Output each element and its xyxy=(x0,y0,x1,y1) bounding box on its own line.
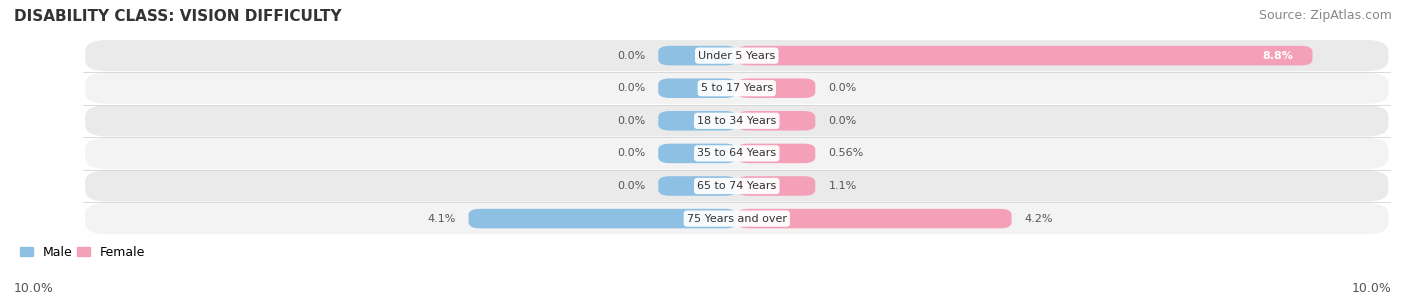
Text: 0.0%: 0.0% xyxy=(617,116,645,126)
Text: 4.2%: 4.2% xyxy=(1025,214,1053,223)
FancyBboxPatch shape xyxy=(737,209,1011,228)
Text: 5 to 17 Years: 5 to 17 Years xyxy=(700,83,773,93)
Text: 10.0%: 10.0% xyxy=(1353,282,1392,295)
FancyBboxPatch shape xyxy=(737,176,815,196)
Text: 0.56%: 0.56% xyxy=(828,148,863,158)
FancyBboxPatch shape xyxy=(737,143,815,163)
FancyBboxPatch shape xyxy=(737,78,815,98)
Text: 0.0%: 0.0% xyxy=(617,148,645,158)
Text: 1.1%: 1.1% xyxy=(828,181,856,191)
FancyBboxPatch shape xyxy=(86,203,1388,234)
FancyBboxPatch shape xyxy=(86,73,1388,104)
Text: 0.0%: 0.0% xyxy=(828,116,856,126)
Text: 8.8%: 8.8% xyxy=(1263,51,1294,60)
Text: DISABILITY CLASS: VISION DIFFICULTY: DISABILITY CLASS: VISION DIFFICULTY xyxy=(14,9,342,24)
Text: 18 to 34 Years: 18 to 34 Years xyxy=(697,116,776,126)
FancyBboxPatch shape xyxy=(86,138,1388,169)
FancyBboxPatch shape xyxy=(468,209,737,228)
FancyBboxPatch shape xyxy=(86,40,1388,71)
Legend: Male, Female: Male, Female xyxy=(15,241,150,264)
Text: 10.0%: 10.0% xyxy=(14,282,53,295)
FancyBboxPatch shape xyxy=(658,78,737,98)
FancyBboxPatch shape xyxy=(658,111,737,131)
Text: 0.0%: 0.0% xyxy=(617,51,645,60)
Text: 75 Years and over: 75 Years and over xyxy=(686,214,787,223)
FancyBboxPatch shape xyxy=(658,176,737,196)
Text: 4.1%: 4.1% xyxy=(427,214,456,223)
FancyBboxPatch shape xyxy=(737,111,815,131)
FancyBboxPatch shape xyxy=(86,170,1388,202)
Text: Source: ZipAtlas.com: Source: ZipAtlas.com xyxy=(1258,9,1392,22)
FancyBboxPatch shape xyxy=(86,105,1388,136)
Text: 35 to 64 Years: 35 to 64 Years xyxy=(697,148,776,158)
FancyBboxPatch shape xyxy=(737,46,1312,65)
Text: 0.0%: 0.0% xyxy=(617,83,645,93)
FancyBboxPatch shape xyxy=(658,46,737,65)
FancyBboxPatch shape xyxy=(658,143,737,163)
Text: 0.0%: 0.0% xyxy=(617,181,645,191)
Text: 0.0%: 0.0% xyxy=(828,83,856,93)
Text: Under 5 Years: Under 5 Years xyxy=(699,51,775,60)
Text: 65 to 74 Years: 65 to 74 Years xyxy=(697,181,776,191)
